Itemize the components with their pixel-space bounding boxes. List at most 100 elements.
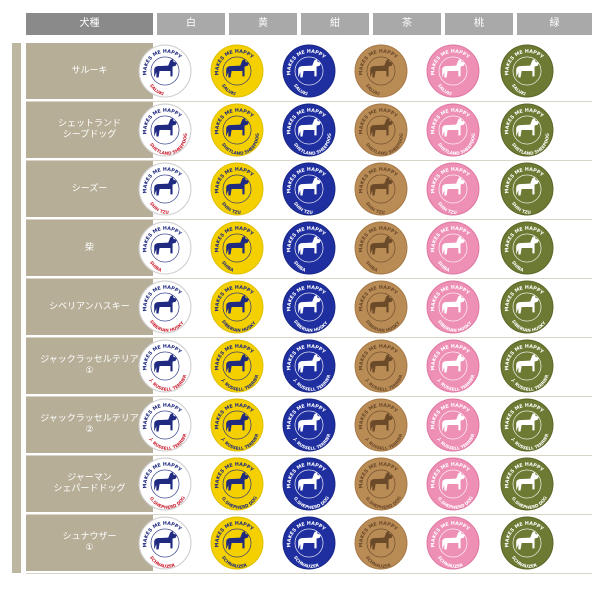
sticker-badge[interactable]: MAKES ME HAPPY SHIBA: [426, 221, 480, 275]
sticker-badge[interactable]: MAKES ME HAPPY SHIBA: [500, 221, 554, 275]
sticker-badge[interactable]: MAKES ME HAPPY SALUKI: [138, 44, 192, 98]
sticker-badge[interactable]: MAKES ME HAPPY SIBERIAN HUSKY: [138, 280, 192, 334]
sticker-badge[interactable]: MAKES ME HAPPY J. RUSSELL TERRIER: [210, 398, 264, 452]
breed-label: ジャックラッセルテリア ②: [26, 397, 153, 453]
sticker-badge[interactable]: MAKES ME HAPPY J. RUSSELL TERRIER: [282, 398, 336, 452]
badge-inner-ring: [366, 292, 396, 322]
sticker-badge[interactable]: MAKES ME HAPPY SIBERIAN HUSKY: [354, 280, 408, 334]
sticker-badge[interactable]: MAKES ME HAPPY G.SHEPHERD DOG: [138, 457, 192, 511]
sticker-badge[interactable]: MAKES ME HAPPY SCHNAUZER: [354, 516, 408, 570]
sticker-badge[interactable]: MAKES ME HAPPY SHIH TZU: [354, 162, 408, 216]
sticker-badge[interactable]: MAKES ME HAPPY SHIH TZU: [138, 162, 192, 216]
dog-silhouette-icon: [154, 295, 177, 314]
sticker-badge[interactable]: MAKES ME HAPPY J. RUSSELL TERRIER: [354, 339, 408, 393]
sticker-badge[interactable]: MAKES ME HAPPY SIBERIAN HUSKY: [500, 280, 554, 334]
dog-silhouette-icon: [516, 413, 539, 432]
table-header: 犬種 白 黄 紺 茶 桃 緑: [26, 13, 592, 35]
breed-label-line: ②: [85, 425, 94, 435]
dog-silhouette-icon: [516, 354, 539, 373]
sticker-badge[interactable]: MAKES ME HAPPY SCHNAUZER: [426, 516, 480, 570]
sticker-badge[interactable]: MAKES ME HAPPY SHIBA: [354, 221, 408, 275]
breed-label-line: シベリアンハスキー: [49, 301, 130, 312]
badge-inner-ring: [438, 174, 468, 204]
sticker-badge[interactable]: MAKES ME HAPPY SCHNAUZER: [500, 516, 554, 570]
dog-silhouette-icon: [154, 236, 177, 255]
sticker-badge[interactable]: MAKES ME HAPPY SHIH TZU: [210, 162, 264, 216]
sticker-badge[interactable]: MAKES ME HAPPY J. RUSSELL TERRIER: [354, 398, 408, 452]
dog-silhouette-icon: [298, 236, 321, 255]
breed-label-line: ジャーマン: [67, 473, 112, 483]
sticker-badge[interactable]: MAKES ME HAPPY SHETLAND SHEEPDOG: [354, 103, 408, 157]
sticker-badge[interactable]: MAKES ME HAPPY J. RUSSELL TERRIER: [138, 339, 192, 393]
sticker-badge[interactable]: MAKES ME HAPPY G.SHEPHERD DOG: [500, 457, 554, 511]
sticker-badge[interactable]: MAKES ME HAPPY J. RUSSELL TERRIER: [282, 339, 336, 393]
sticker-badge[interactable]: MAKES ME HAPPY J. RUSSELL TERRIER: [500, 398, 554, 452]
dog-silhouette-icon: [226, 354, 249, 373]
sticker-badge[interactable]: MAKES ME HAPPY J. RUSSELL TERRIER: [426, 339, 480, 393]
dog-silhouette-icon: [154, 472, 177, 491]
sticker-badge[interactable]: MAKES ME HAPPY SCHNAUZER: [282, 516, 336, 570]
badge-inner-ring: [438, 292, 468, 322]
breed-label-line: ジャックラッセルテリア: [40, 355, 139, 365]
badge-inner-ring: [294, 292, 324, 322]
sticker-badge[interactable]: MAKES ME HAPPY G.SHEPHERD DOG: [426, 457, 480, 511]
sticker-badge[interactable]: MAKES ME HAPPY J. RUSSELL TERRIER: [138, 398, 192, 452]
badge-inner-ring: [150, 528, 180, 558]
sticker-badge[interactable]: MAKES ME HAPPY SHIH TZU: [426, 162, 480, 216]
sticker-badge[interactable]: MAKES ME HAPPY G.SHEPHERD DOG: [354, 457, 408, 511]
dog-silhouette-icon: [226, 236, 249, 255]
sticker-badge[interactable]: MAKES ME HAPPY SHETLAND SHEEPDOG: [210, 103, 264, 157]
sticker-badge[interactable]: MAKES ME HAPPY SHETLAND SHEEPDOG: [426, 103, 480, 157]
row-divider: [26, 160, 592, 161]
dog-silhouette-icon: [298, 59, 321, 78]
sticker-badge[interactable]: MAKES ME HAPPY SHETLAND SHEEPDOG: [500, 103, 554, 157]
sticker-badge[interactable]: MAKES ME HAPPY SHIH TZU: [282, 162, 336, 216]
badge-inner-ring: [512, 115, 542, 145]
sticker-badge[interactable]: MAKES ME HAPPY SHIH TZU: [500, 162, 554, 216]
breed-row: シュナウザー ① MAKES ME HAPPY SCHNAUZER MAKES ME H…: [26, 515, 592, 574]
sticker-badge[interactable]: MAKES ME HAPPY SALUKI: [282, 44, 336, 98]
sticker-badge[interactable]: MAKES ME HAPPY J. RUSSELL TERRIER: [500, 339, 554, 393]
badge-inner-ring: [150, 351, 180, 381]
breed-label-line: 柴: [84, 242, 94, 253]
row-divider: [26, 278, 592, 279]
dog-silhouette-icon: [226, 295, 249, 314]
header-color-pink: 桃: [445, 13, 513, 35]
badge-inner-ring: [366, 528, 396, 558]
sticker-badge[interactable]: MAKES ME HAPPY SALUKI: [210, 44, 264, 98]
sticker-badge[interactable]: MAKES ME HAPPY SIBERIAN HUSKY: [210, 280, 264, 334]
sticker-badge[interactable]: MAKES ME HAPPY SCHNAUZER: [138, 516, 192, 570]
sticker-badge[interactable]: MAKES ME HAPPY SIBERIAN HUSKY: [282, 280, 336, 334]
sticker-badge[interactable]: MAKES ME HAPPY SHETLAND SHEEPDOG: [282, 103, 336, 157]
header-color-green: 緑: [517, 13, 592, 35]
sticker-badge[interactable]: MAKES ME HAPPY J. RUSSELL TERRIER: [426, 398, 480, 452]
breed-label-line: シュナウザー: [62, 532, 117, 542]
sticker-badge[interactable]: MAKES ME HAPPY SIBERIAN HUSKY: [426, 280, 480, 334]
sticker-badge[interactable]: MAKES ME HAPPY SALUKI: [500, 44, 554, 98]
badge-inner-ring: [366, 469, 396, 499]
sticker-badge[interactable]: MAKES ME HAPPY SHIBA: [210, 221, 264, 275]
sticker-badge[interactable]: MAKES ME HAPPY G.SHEPHERD DOG: [210, 457, 264, 511]
badge-inner-ring: [294, 174, 324, 204]
sticker-badge[interactable]: MAKES ME HAPPY SALUKI: [426, 44, 480, 98]
sticker-badge[interactable]: MAKES ME HAPPY SCHNAUZER: [210, 516, 264, 570]
sticker-badge[interactable]: MAKES ME HAPPY G.SHEPHERD DOG: [282, 457, 336, 511]
breed-row: シベリアンハスキー MAKES ME HAPPY SIBERIAN HUSKY MAK…: [26, 279, 592, 338]
breed-label: サルーキ: [26, 43, 153, 99]
badge-inner-ring: [512, 233, 542, 263]
sticker-badge[interactable]: MAKES ME HAPPY SALUKI: [354, 44, 408, 98]
sticker-badge[interactable]: MAKES ME HAPPY SHIBA: [282, 221, 336, 275]
badge-inner-ring: [222, 528, 252, 558]
sticker-badge[interactable]: MAKES ME HAPPY J. RUSSELL TERRIER: [210, 339, 264, 393]
dog-silhouette-icon: [154, 354, 177, 373]
sticker-badge[interactable]: MAKES ME HAPPY SHETLAND SHEEPDOG: [138, 103, 192, 157]
sticker-badge[interactable]: MAKES ME HAPPY SHIBA: [138, 221, 192, 275]
